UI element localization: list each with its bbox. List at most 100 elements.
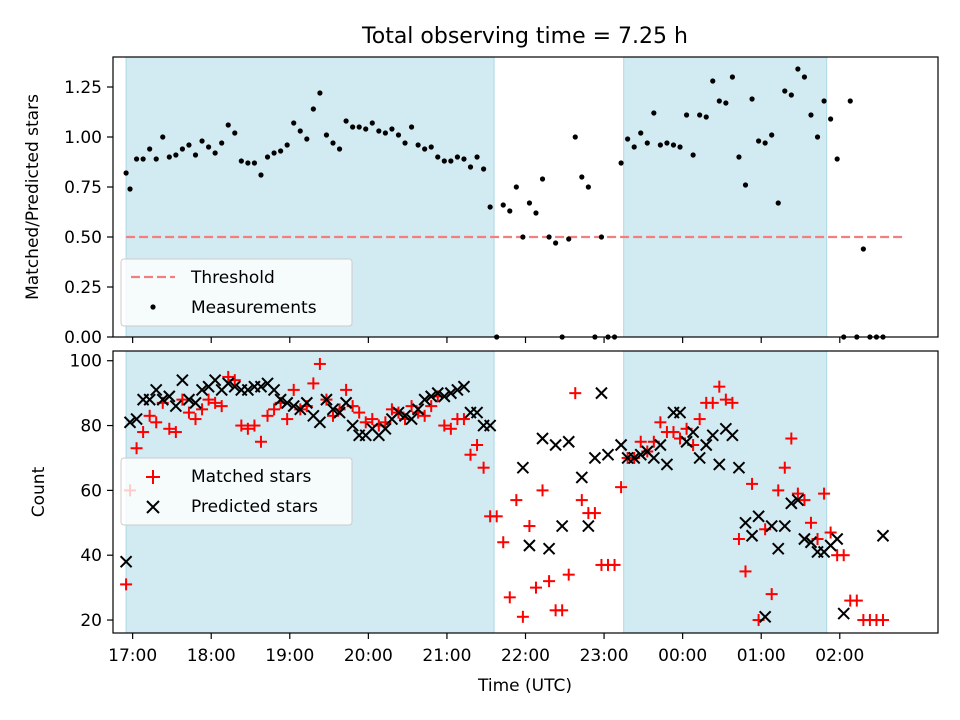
matched-star-point bbox=[746, 477, 759, 490]
predicted-star-point bbox=[333, 406, 346, 419]
matched-star-point bbox=[850, 594, 863, 607]
measurement-point bbox=[487, 204, 493, 210]
x-tick-label: 23:00 bbox=[580, 646, 629, 666]
predicted-star-point bbox=[575, 471, 589, 484]
measurement-point bbox=[291, 120, 297, 126]
legend-threshold-label: Threshold bbox=[190, 268, 275, 288]
measurement-point bbox=[651, 110, 657, 116]
measurement-point bbox=[749, 96, 755, 102]
measurement-point bbox=[382, 130, 388, 136]
y-tick-label: 100 bbox=[70, 352, 102, 372]
y-tick-label: 1.25 bbox=[64, 78, 102, 98]
measurement-point bbox=[376, 128, 382, 134]
matched-star-point bbox=[588, 507, 601, 520]
predicted-star-point bbox=[457, 380, 471, 393]
measurement-point bbox=[336, 146, 343, 152]
predicted-star-point bbox=[627, 451, 641, 465]
predicted-star-point bbox=[549, 438, 562, 452]
measurement-point bbox=[199, 138, 205, 144]
measurement-point bbox=[755, 138, 762, 144]
shaded-span bbox=[623, 350, 828, 634]
top-panel: 0.00 0.25 0.50 0.75 1.00 1.25 Matched/Predict… bbox=[23, 56, 939, 348]
predicted-star-point bbox=[411, 403, 425, 416]
matched-star-point bbox=[732, 533, 745, 545]
measurement-point bbox=[618, 160, 624, 166]
top-y-ticks: 0.00 0.25 0.50 0.75 1.00 1.25 bbox=[64, 78, 113, 348]
predicted-star-point bbox=[758, 610, 772, 624]
measurement-point bbox=[356, 124, 362, 130]
predicted-star-point bbox=[713, 458, 726, 471]
measurement-point bbox=[232, 130, 238, 136]
predicted-star-point bbox=[700, 438, 713, 452]
matched-star-point bbox=[307, 377, 320, 390]
predicted-star-point bbox=[804, 536, 818, 549]
matched-star-point bbox=[772, 484, 785, 497]
measurement-point bbox=[821, 98, 827, 104]
predicted-star-point bbox=[189, 396, 202, 410]
predicted-star-point bbox=[451, 383, 464, 397]
measurement-point bbox=[330, 140, 336, 146]
predicted-star-point bbox=[176, 373, 189, 387]
measurement-point bbox=[123, 170, 129, 176]
predicted-star-point bbox=[647, 451, 661, 465]
predicted-star-point bbox=[346, 419, 359, 432]
predicted-star-point bbox=[660, 458, 674, 471]
measurement-point bbox=[402, 140, 408, 146]
matched-star-point bbox=[877, 614, 889, 627]
predicted-star-point bbox=[785, 497, 798, 510]
measurement-point bbox=[847, 98, 853, 104]
predicted-star-point bbox=[228, 380, 241, 393]
predicted-star-point bbox=[169, 399, 183, 413]
matched-star-point bbox=[765, 588, 778, 601]
measurement-point bbox=[212, 150, 218, 156]
matched-star-point bbox=[615, 481, 628, 494]
predicted-star-point bbox=[732, 461, 746, 474]
y-tick-label: 1.00 bbox=[64, 128, 102, 148]
matched-star-point bbox=[778, 461, 791, 474]
matched-star-point bbox=[196, 403, 209, 416]
matched-star-point bbox=[359, 416, 372, 429]
measurement-point bbox=[140, 156, 146, 162]
measurement-point bbox=[769, 132, 775, 138]
measurement-point bbox=[513, 184, 519, 190]
predicted-star-point bbox=[398, 409, 412, 423]
bottom-y-ticks: 20 40 60 80 100 bbox=[70, 352, 113, 631]
measurement-point bbox=[677, 144, 683, 150]
predicted-star-point bbox=[765, 519, 778, 533]
measurement-point bbox=[598, 234, 605, 240]
matched-star-point bbox=[209, 396, 222, 409]
predicted-star-point bbox=[438, 390, 451, 403]
x-tick-label: 21:00 bbox=[422, 646, 471, 666]
legend-measurement-label: Measurements bbox=[191, 298, 317, 318]
legend-matched-label: Matched stars bbox=[191, 467, 311, 487]
matched-star-point bbox=[169, 426, 182, 439]
predicted-star-point bbox=[752, 510, 765, 523]
measurement-point bbox=[782, 88, 788, 94]
y-tick-label: 60 bbox=[80, 481, 102, 501]
measurement-point bbox=[186, 142, 192, 148]
matched-star-point bbox=[562, 568, 575, 581]
measurement-points bbox=[123, 66, 886, 340]
measurement-point bbox=[638, 130, 644, 136]
measurement-point bbox=[625, 136, 631, 142]
measurement-point bbox=[716, 98, 722, 104]
measurement-point bbox=[533, 210, 539, 216]
legend-predicted-label: Predicted stars bbox=[191, 497, 318, 517]
measurement-point bbox=[631, 144, 637, 150]
bottom-x-ticks: 17:00 18:00 19:00 20:00 21:00 22:00 23:00 00:00… bbox=[108, 633, 864, 666]
matched-star-point bbox=[130, 442, 143, 455]
predicted-star-point bbox=[601, 448, 615, 461]
matched-star-point bbox=[477, 461, 490, 474]
predicted-star-point bbox=[739, 516, 752, 530]
predicted-star-point bbox=[241, 383, 255, 397]
matched-star-point bbox=[254, 435, 267, 448]
matched-star-point bbox=[824, 526, 837, 539]
matched-star-point bbox=[235, 419, 248, 432]
measurement-point bbox=[670, 142, 677, 148]
matched-star-point bbox=[490, 510, 503, 523]
measurement-point bbox=[683, 112, 690, 118]
measurement-point bbox=[520, 234, 526, 240]
predicted-star-point bbox=[254, 380, 268, 393]
predicted-star-point bbox=[523, 539, 536, 552]
